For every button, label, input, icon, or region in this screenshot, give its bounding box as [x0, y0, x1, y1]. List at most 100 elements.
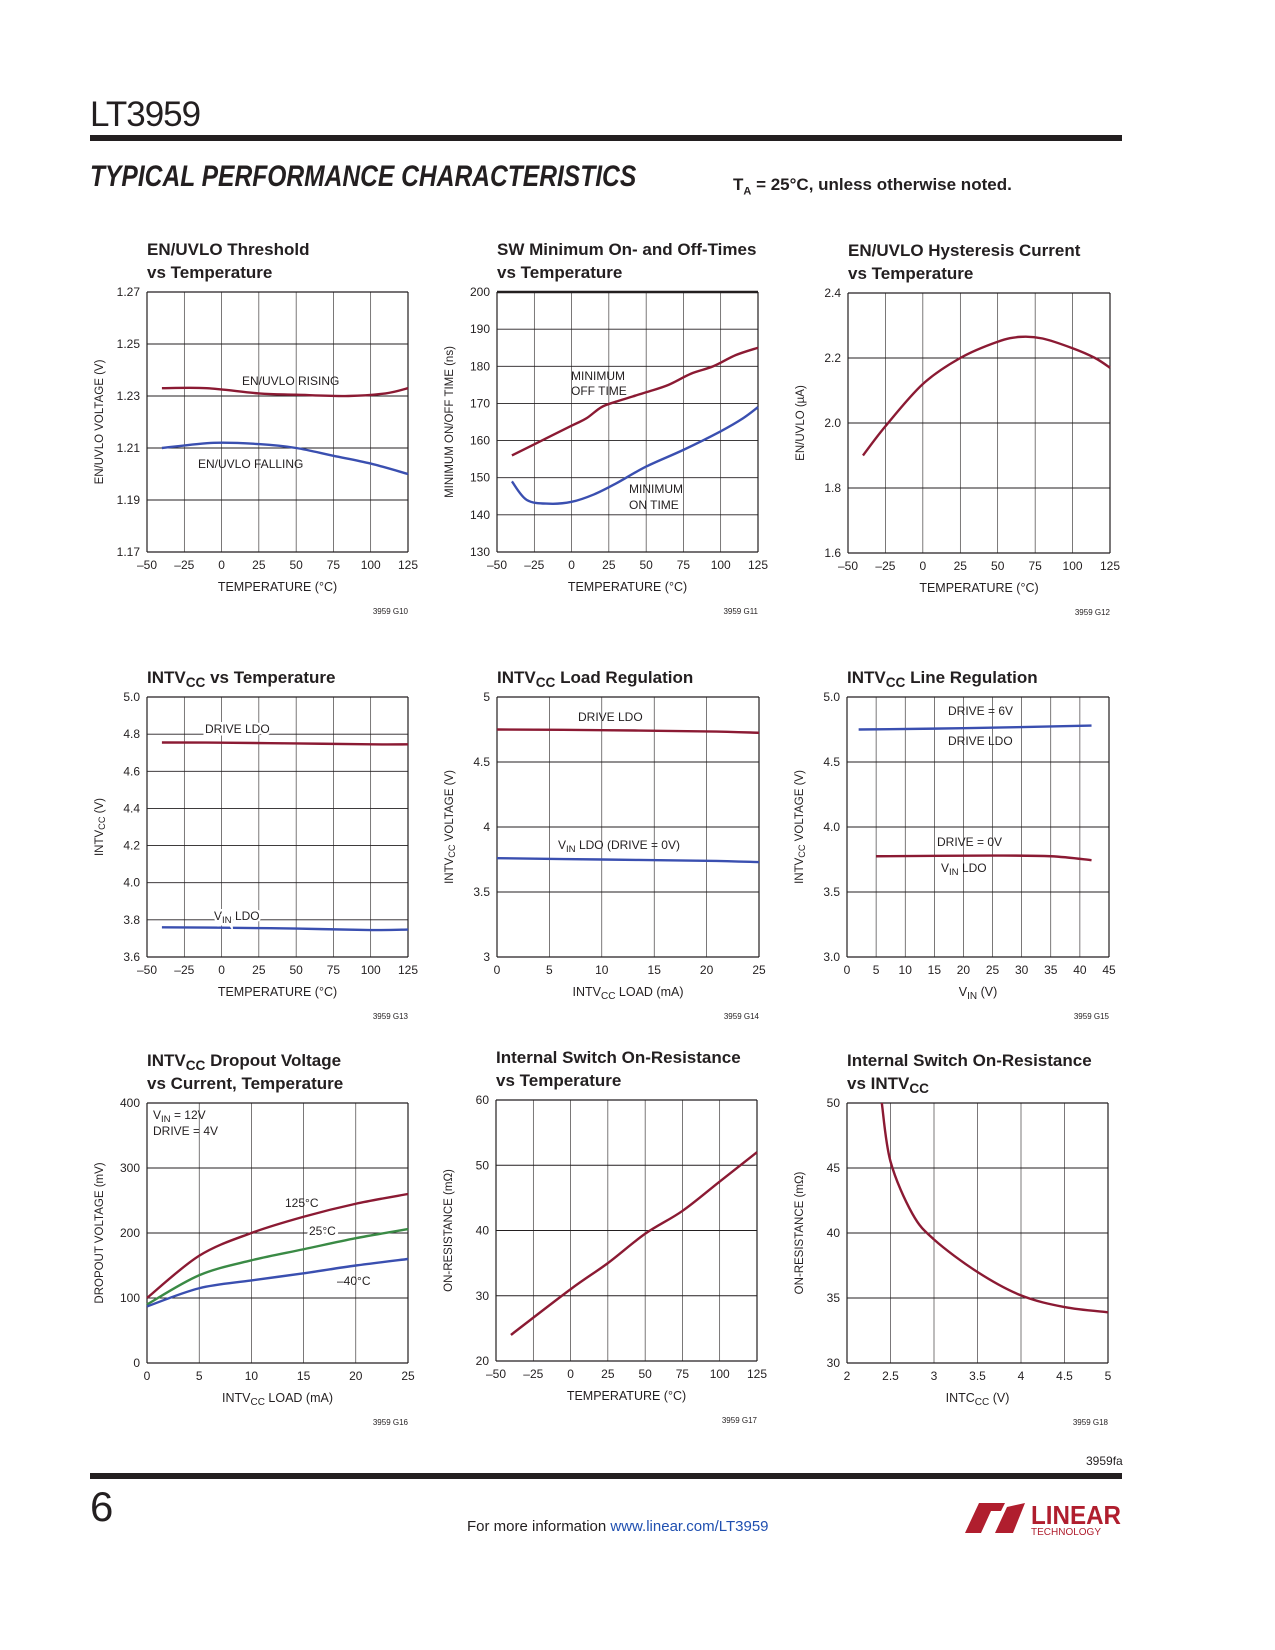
- logo-text: LINEAR: [1031, 1500, 1121, 1530]
- annotation: VIN = 12V: [153, 1108, 206, 1125]
- series-line-1: [511, 346, 759, 457]
- subscript: CC: [447, 844, 457, 858]
- annotation: –40°C: [337, 1274, 371, 1288]
- x-tick-label: 0: [144, 1369, 151, 1383]
- x-tick-label: 75: [327, 963, 341, 977]
- text-part: 125°C: [285, 1196, 319, 1210]
- linear-logo: LINEAR TECHNOLOGY: [965, 1497, 1125, 1542]
- text-part: INTC: [946, 1391, 975, 1405]
- y-tick-label: 1.27: [117, 285, 141, 299]
- graph-code: 3959 G17: [722, 1416, 758, 1425]
- text-part: DRIVE LDO: [578, 710, 643, 724]
- y-tick-label: 4.0: [823, 820, 840, 834]
- chart-4: INTVCC vs Temperature–50 –25 0 25 50 75 100 125…: [94, 668, 418, 1021]
- y-tick-label: 35: [827, 1291, 841, 1305]
- x-tick-label: 10: [595, 963, 609, 977]
- series-line-1: [510, 1151, 758, 1336]
- chart-title: INTVCC Line Regulation: [847, 668, 1038, 690]
- chart-title: vs Temperature: [496, 1071, 621, 1090]
- text-part: vs Current, Temperature: [147, 1074, 343, 1093]
- y-tick-label: 4: [483, 820, 490, 834]
- text-part: ON-RESISTANCE (mΩ): [794, 1171, 806, 1294]
- x-axis-label: INTVCC LOAD (mA): [222, 1391, 333, 1408]
- x-tick-label: 125: [398, 963, 418, 977]
- x-tick-label: –50: [137, 558, 157, 572]
- x-tick-label: 50: [289, 963, 303, 977]
- y-tick-label: 45: [827, 1161, 841, 1175]
- x-tick-label: 5: [196, 1369, 203, 1383]
- graph-code: 3959 G16: [373, 1418, 409, 1427]
- x-tick-label: 3.5: [969, 1369, 986, 1383]
- y-tick-label: 5.0: [823, 690, 840, 704]
- x-tick-label: 125: [747, 1367, 767, 1381]
- conditions-prefix: T: [733, 175, 744, 194]
- text-part: –40°C: [337, 1274, 371, 1288]
- x-tick-label: 0: [218, 963, 225, 977]
- chart-title: vs Temperature: [497, 263, 622, 282]
- series-line-2: [161, 441, 409, 476]
- text-part: V: [153, 1108, 161, 1122]
- y-axis-label: DROPOUT VOLTAGE (mV): [94, 1162, 106, 1303]
- y-tick-label: 5: [483, 690, 490, 704]
- x-axis-label: TEMPERATURE (°C): [567, 1389, 686, 1403]
- graph-code: 3959 G14: [724, 1012, 760, 1021]
- text-part: DRIVE LDO: [205, 722, 270, 736]
- y-tick-label: 130: [470, 545, 490, 559]
- x-tick-label: 0: [218, 558, 225, 572]
- x-tick-label: 125: [398, 558, 418, 572]
- text-part: MINIMUM ON/OFF TIME (ns): [444, 346, 456, 498]
- y-tick-label: 20: [476, 1354, 490, 1368]
- text-part: (V): [977, 985, 997, 999]
- text-part: LDO: [959, 861, 987, 875]
- chart-title: EN/UVLO Threshold: [147, 240, 309, 259]
- text-part: INTV: [847, 668, 886, 687]
- y-tick-label: 3.5: [823, 885, 840, 899]
- chart-title: SW Minimum On- and Off-Times: [497, 240, 756, 259]
- x-tick-label: –25: [523, 1367, 543, 1381]
- series-line-1: [858, 724, 1092, 731]
- x-tick-label: 75: [327, 558, 341, 572]
- x-axis-label: VIN (V): [959, 985, 997, 1002]
- conditions-text: = 25°C, unless otherwise noted.: [751, 175, 1012, 194]
- subscript: IN: [949, 867, 959, 878]
- x-tick-label: 2.5: [882, 1369, 899, 1383]
- subscript: IN: [566, 844, 576, 855]
- text-part: INTV: [147, 668, 186, 687]
- y-tick-label: 4.4: [123, 801, 140, 815]
- y-tick-label: 4.8: [123, 727, 140, 741]
- x-tick-label: 35: [1044, 963, 1058, 977]
- text-part: DRIVE LDO: [948, 734, 1013, 748]
- annotation: MINIMUM: [571, 369, 625, 383]
- footer-info-text: For more information: [467, 1518, 611, 1535]
- x-tick-label: 0: [494, 963, 501, 977]
- x-axis-label: TEMPERATURE (°C): [919, 581, 1038, 595]
- graph-code: 3959 G11: [723, 607, 758, 616]
- chart-title: vs Current, Temperature: [147, 1074, 343, 1093]
- chart-1: EN/UVLO Threshold vs Temperature –50 –25 0 25…: [94, 240, 418, 616]
- x-tick-label: –25: [875, 559, 895, 573]
- y-tick-label: 50: [476, 1158, 490, 1172]
- text-part: vs Temperature: [496, 1071, 621, 1090]
- annotation: VIN LDO: [214, 909, 260, 926]
- x-tick-label: 20: [957, 963, 971, 977]
- x-axis-label: TEMPERATURE (°C): [218, 580, 337, 594]
- series-line-2: [146, 1227, 409, 1306]
- x-tick-label: 25: [252, 558, 266, 572]
- series-line-1: [161, 386, 409, 398]
- x-tick-label: 45: [1102, 963, 1116, 977]
- y-tick-label: 2.0: [824, 416, 841, 430]
- y-tick-label: 140: [470, 508, 490, 522]
- footer-link[interactable]: www.linear.com/LT3959: [610, 1518, 769, 1535]
- text-part: V: [941, 861, 949, 875]
- x-tick-label: 25: [954, 559, 968, 573]
- x-tick-label: 100: [711, 558, 731, 572]
- text-part: V: [959, 985, 968, 999]
- text-part: SW Minimum On- and Off-Times: [497, 240, 756, 259]
- x-tick-label: 25: [602, 558, 616, 572]
- series-line-1: [496, 728, 760, 734]
